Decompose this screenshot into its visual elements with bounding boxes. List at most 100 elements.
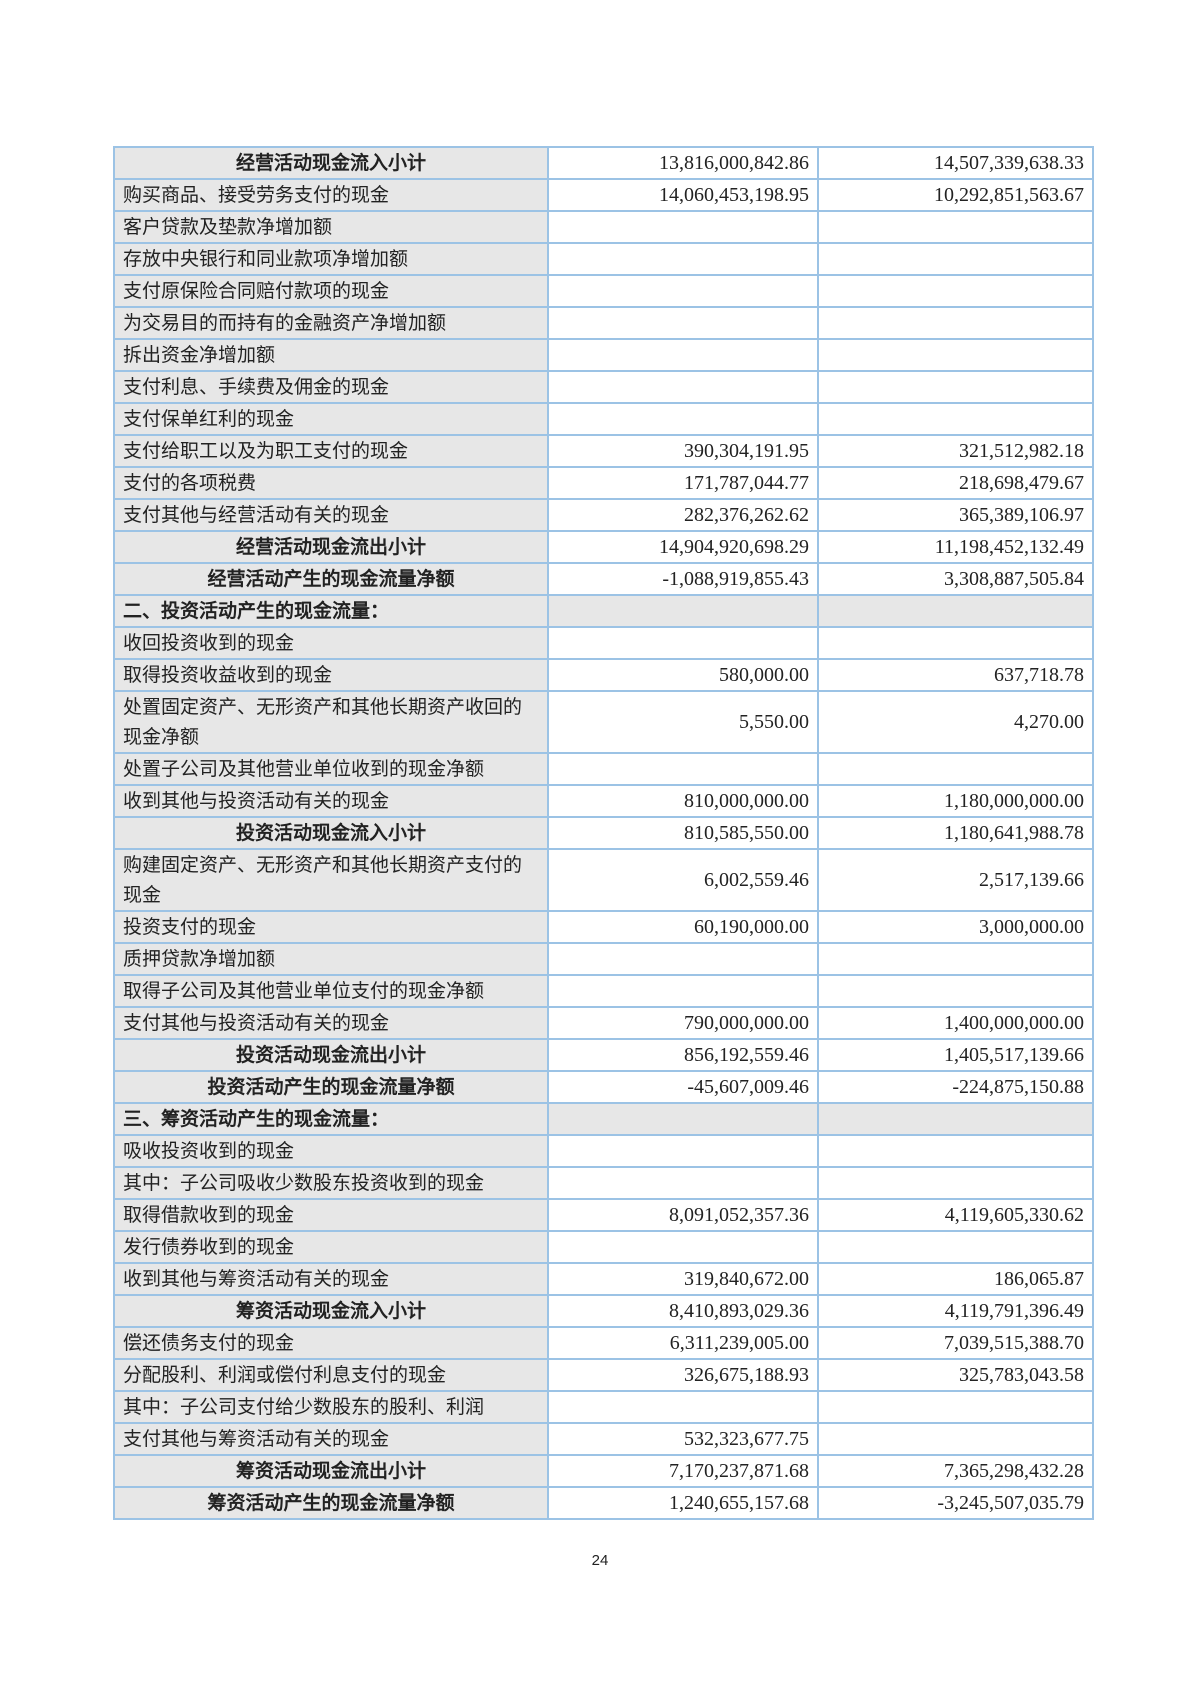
prior-period-value: 365,389,106.97 bbox=[817, 498, 1094, 532]
row-label: 吸收投资收到的现金 bbox=[113, 1134, 549, 1168]
row-label: 取得子公司及其他营业单位支付的现金净额 bbox=[113, 974, 549, 1008]
row-label: 客户贷款及垫款净增加额 bbox=[113, 210, 549, 244]
prior-period-value bbox=[817, 338, 1094, 372]
prior-period-value: 1,400,000,000.00 bbox=[817, 1006, 1094, 1040]
current-period-value: 810,000,000.00 bbox=[547, 784, 819, 818]
prior-period-value bbox=[817, 1422, 1094, 1456]
current-period-value: 171,787,044.77 bbox=[547, 466, 819, 500]
prior-period-value: 11,198,452,132.49 bbox=[817, 530, 1094, 564]
row-label: 支付其他与经营活动有关的现金 bbox=[113, 498, 549, 532]
row-label: 投资活动产生的现金流量净额 bbox=[113, 1070, 549, 1104]
current-period-value: 7,170,237,871.68 bbox=[547, 1454, 819, 1488]
current-period-value: 13,816,000,842.86 bbox=[547, 146, 819, 180]
prior-period-value: -224,875,150.88 bbox=[817, 1070, 1094, 1104]
row-label: 支付利息、手续费及佣金的现金 bbox=[113, 370, 549, 404]
prior-period-value: 2,517,139.66 bbox=[817, 848, 1094, 912]
table-row: 支付利息、手续费及佣金的现金 bbox=[113, 370, 1094, 404]
current-period-value: 580,000.00 bbox=[547, 658, 819, 692]
prior-period-value: 1,405,517,139.66 bbox=[817, 1038, 1094, 1072]
current-period-value: 60,190,000.00 bbox=[547, 910, 819, 944]
row-label: 支付给职工以及为职工支付的现金 bbox=[113, 434, 549, 468]
current-period-value bbox=[547, 338, 819, 372]
prior-period-value: 321,512,982.18 bbox=[817, 434, 1094, 468]
subtotal-row: 经营活动现金流入小计 13,816,000,842.86 14,507,339,63… bbox=[113, 146, 1094, 180]
table-row: 取得借款收到的现金 8,091,052,357.36 4,119,605,330.6… bbox=[113, 1198, 1094, 1232]
current-period-value: 390,304,191.95 bbox=[547, 434, 819, 468]
current-period-value: 8,091,052,357.36 bbox=[547, 1198, 819, 1232]
table-row: 拆出资金净增加额 bbox=[113, 338, 1094, 372]
table-row: 取得子公司及其他营业单位支付的现金净额 bbox=[113, 974, 1094, 1008]
row-label: 筹资活动产生的现金流量净额 bbox=[113, 1486, 549, 1520]
current-period-value bbox=[547, 942, 819, 976]
current-period-value: 790,000,000.00 bbox=[547, 1006, 819, 1040]
current-period-value: 282,376,262.62 bbox=[547, 498, 819, 532]
prior-period-value: 1,180,000,000.00 bbox=[817, 784, 1094, 818]
current-period-value bbox=[547, 1230, 819, 1264]
prior-period-value: 10,292,851,563.67 bbox=[817, 178, 1094, 212]
current-period-value: 326,675,188.93 bbox=[547, 1358, 819, 1392]
current-period-value: 856,192,559.46 bbox=[547, 1038, 819, 1072]
table-row: 支付的各项税费 171,787,044.77 218,698,479.67 bbox=[113, 466, 1094, 500]
subtotal-row: 经营活动现金流出小计 14,904,920,698.29 11,198,452,13… bbox=[113, 530, 1094, 564]
table-row: 支付原保险合同赔付款项的现金 bbox=[113, 274, 1094, 308]
prior-period-value bbox=[817, 402, 1094, 436]
prior-period-value bbox=[817, 1134, 1094, 1168]
prior-period-value: 218,698,479.67 bbox=[817, 466, 1094, 500]
row-label: 拆出资金净增加额 bbox=[113, 338, 549, 372]
row-label: 二、投资活动产生的现金流量： bbox=[113, 594, 549, 628]
table-row: 其中：子公司支付给少数股东的股利、利润 bbox=[113, 1390, 1094, 1424]
prior-period-value bbox=[817, 594, 1094, 628]
row-label: 其中：子公司支付给少数股东的股利、利润 bbox=[113, 1390, 549, 1424]
row-label: 购建固定资产、无形资产和其他长期资产支付的现金 bbox=[113, 848, 549, 912]
current-period-value: 14,904,920,698.29 bbox=[547, 530, 819, 564]
row-label: 支付其他与投资活动有关的现金 bbox=[113, 1006, 549, 1040]
table-row: 收到其他与筹资活动有关的现金 319,840,672.00 186,065.87 bbox=[113, 1262, 1094, 1296]
current-period-value: 5,550.00 bbox=[547, 690, 819, 754]
current-period-value bbox=[547, 594, 819, 628]
current-period-value bbox=[547, 1390, 819, 1424]
current-period-value bbox=[547, 626, 819, 660]
table-row: 取得投资收益收到的现金 580,000.00 637,718.78 bbox=[113, 658, 1094, 692]
current-period-value: 14,060,453,198.95 bbox=[547, 178, 819, 212]
prior-period-value bbox=[817, 942, 1094, 976]
row-label: 支付保单红利的现金 bbox=[113, 402, 549, 436]
table-row: 其中：子公司吸收少数股东投资收到的现金 bbox=[113, 1166, 1094, 1200]
row-label: 购买商品、接受劳务支付的现金 bbox=[113, 178, 549, 212]
table-row: 吸收投资收到的现金 bbox=[113, 1134, 1094, 1168]
row-label: 质押贷款净增加额 bbox=[113, 942, 549, 976]
prior-period-value: 325,783,043.58 bbox=[817, 1358, 1094, 1392]
row-label: 收到其他与投资活动有关的现金 bbox=[113, 784, 549, 818]
current-period-value bbox=[547, 370, 819, 404]
table-row: 客户贷款及垫款净增加额 bbox=[113, 210, 1094, 244]
row-label: 收回投资收到的现金 bbox=[113, 626, 549, 660]
prior-period-value bbox=[817, 306, 1094, 340]
subtotal-row: 投资活动现金流出小计 856,192,559.46 1,405,517,139.66 bbox=[113, 1038, 1094, 1072]
current-period-value bbox=[547, 274, 819, 308]
row-label: 处置子公司及其他营业单位收到的现金净额 bbox=[113, 752, 549, 786]
prior-period-value: -3,245,507,035.79 bbox=[817, 1486, 1094, 1520]
table-row: 支付给职工以及为职工支付的现金 390,304,191.95 321,512,982… bbox=[113, 434, 1094, 468]
row-label: 经营活动现金流入小计 bbox=[113, 146, 549, 180]
current-period-value bbox=[547, 974, 819, 1008]
table-row: 偿还债务支付的现金 6,311,239,005.00 7,039,515,388.7… bbox=[113, 1326, 1094, 1360]
table-row: 处置子公司及其他营业单位收到的现金净额 bbox=[113, 752, 1094, 786]
table-row: 质押贷款净增加额 bbox=[113, 942, 1094, 976]
current-period-value bbox=[547, 306, 819, 340]
current-period-value bbox=[547, 242, 819, 276]
row-label: 分配股利、利润或偿付利息支付的现金 bbox=[113, 1358, 549, 1392]
table-row: 购买商品、接受劳务支付的现金 14,060,453,198.95 10,292,85… bbox=[113, 178, 1094, 212]
prior-period-value: 7,365,298,432.28 bbox=[817, 1454, 1094, 1488]
prior-period-value bbox=[817, 1166, 1094, 1200]
subtotal-row: 投资活动产生的现金流量净额 -45,607,009.46 -224,875,150.… bbox=[113, 1070, 1094, 1104]
prior-period-value: 4,119,791,396.49 bbox=[817, 1294, 1094, 1328]
table-row: 支付保单红利的现金 bbox=[113, 402, 1094, 436]
current-period-value bbox=[547, 1134, 819, 1168]
prior-period-value bbox=[817, 274, 1094, 308]
prior-period-value bbox=[817, 242, 1094, 276]
prior-period-value: 7,039,515,388.70 bbox=[817, 1326, 1094, 1360]
current-period-value bbox=[547, 1166, 819, 1200]
row-label: 收到其他与筹资活动有关的现金 bbox=[113, 1262, 549, 1296]
row-label: 存放中央银行和同业款项净增加额 bbox=[113, 242, 549, 276]
table-row: 收到其他与投资活动有关的现金 810,000,000.00 1,180,000,00… bbox=[113, 784, 1094, 818]
table-row: 收回投资收到的现金 bbox=[113, 626, 1094, 660]
